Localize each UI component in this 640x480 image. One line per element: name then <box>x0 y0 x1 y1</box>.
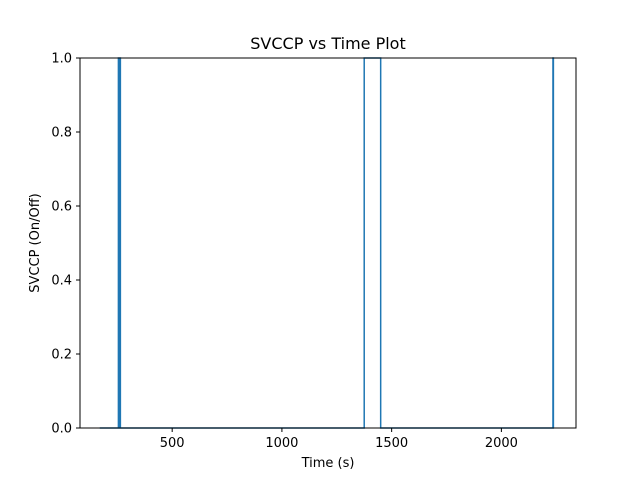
x-tick-label: 2000 <box>485 436 518 451</box>
y-tick-label: 0.4 <box>51 274 72 289</box>
series-line <box>99 57 555 429</box>
y-tick-label: 0.8 <box>51 126 72 141</box>
x-axis-ticks: 500 1000 1500 2000 <box>160 428 518 451</box>
axes-frame <box>79 57 577 429</box>
x-tick-label: 500 <box>160 436 185 451</box>
x-tick-label: 1500 <box>375 436 408 451</box>
plot-area <box>99 57 555 429</box>
x-tick-label: 1000 <box>265 436 298 451</box>
y-tick-label: 0.6 <box>51 200 72 215</box>
y-axis-ticks: 0.0 0.2 0.4 0.6 0.8 1.0 <box>51 52 80 437</box>
y-axis-label: SVCCP (On/Off) <box>28 193 43 292</box>
y-tick-label: 1.0 <box>51 52 72 67</box>
y-tick-label: 0.0 <box>51 422 72 437</box>
y-tick-label: 0.2 <box>51 348 72 363</box>
x-axis-label: Time (s) <box>301 456 355 471</box>
chart-title: SVCCP vs Time Plot <box>250 34 405 53</box>
